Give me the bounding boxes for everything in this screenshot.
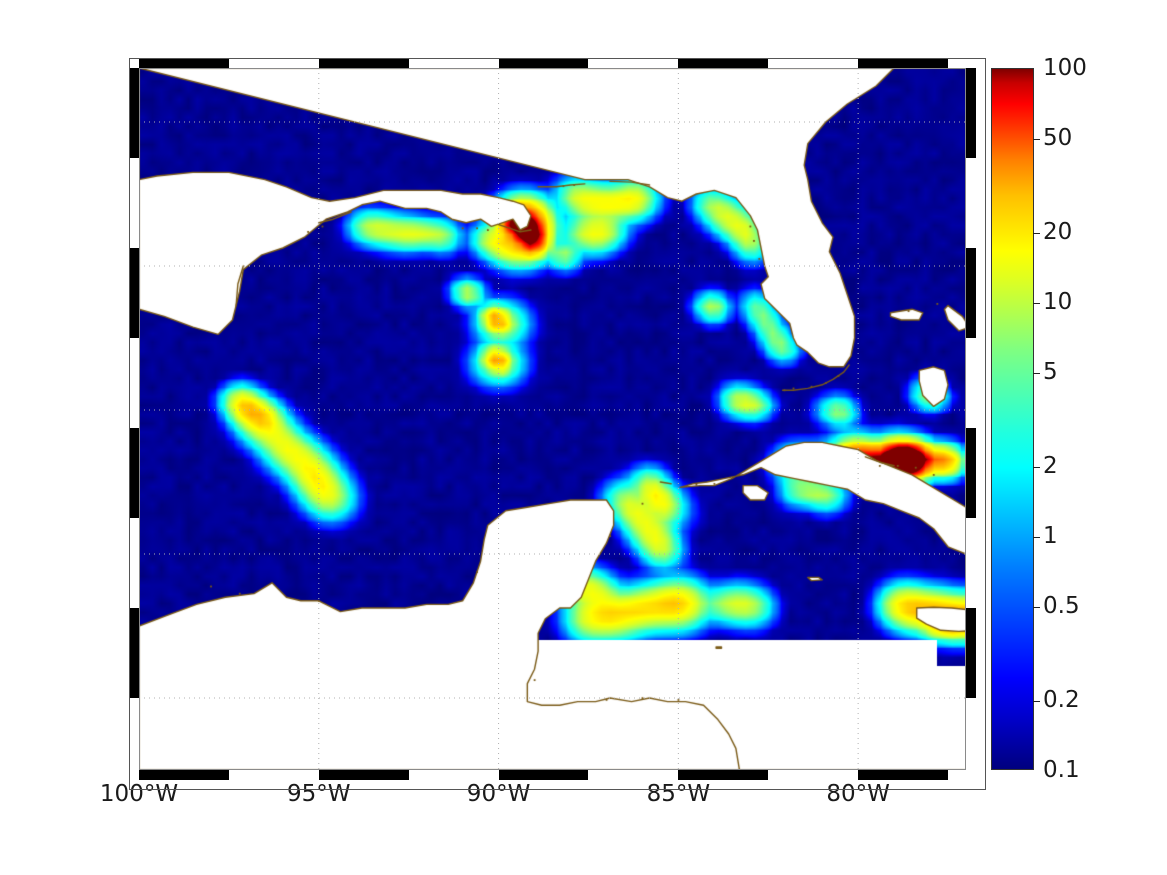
frame-segment — [858, 770, 949, 780]
frame-segment — [129, 698, 139, 770]
frame-segment — [966, 158, 976, 248]
frame-segment — [588, 770, 679, 780]
frame-segment — [966, 608, 976, 698]
frame-segment — [768, 58, 859, 68]
colorbar-tick-label: 10 — [1043, 289, 1073, 315]
frame-segment — [948, 770, 966, 780]
x-tick-label: 95°W — [287, 781, 351, 807]
frame-segment — [139, 770, 229, 780]
colorbar-tick-mark — [1033, 537, 1040, 538]
frame-segment — [498, 58, 589, 68]
frame-segment — [966, 428, 976, 518]
frame-segment — [858, 58, 949, 68]
frame-segment — [318, 58, 409, 68]
frame-segment — [139, 58, 229, 68]
map-plot-area[interactable] — [139, 68, 966, 770]
colorbar-tick-mark — [1033, 466, 1040, 468]
colorbar-tick-label: 0.2 — [1043, 686, 1080, 713]
frame-segment — [129, 158, 139, 248]
frame-segment — [966, 518, 976, 608]
frame-segment — [966, 338, 976, 428]
colorbar-tick-mark — [1033, 607, 1040, 609]
colorbar-tick-mark — [1033, 232, 1040, 234]
axis-frame-top — [139, 58, 966, 68]
axis-frame-left — [129, 68, 139, 770]
colorbar-tick-mark — [1033, 139, 1040, 141]
axis-frame-right — [966, 68, 976, 770]
frame-segment — [678, 58, 769, 68]
colorbar-tick-label: 20 — [1043, 218, 1073, 245]
colorbar-tick-label: 5 — [1043, 359, 1058, 386]
colorbar-tick-mark — [1033, 700, 1040, 702]
frame-segment — [768, 770, 859, 780]
x-tick-label: 85°W — [646, 781, 711, 807]
frame-segment — [966, 68, 976, 158]
colorbar-tick-label: 0.1 — [1043, 757, 1080, 783]
frame-segment — [408, 58, 499, 68]
frame-segment — [966, 248, 976, 338]
frame-segment — [408, 770, 499, 780]
colorbar-tick-label: 100 — [1043, 55, 1087, 81]
frame-segment — [228, 58, 319, 68]
frame-segment — [588, 58, 679, 68]
colorbar-tick-mark — [1033, 303, 1040, 304]
colorbar-gradient — [992, 69, 1033, 769]
x-tick-label: 100°W — [99, 781, 179, 807]
frame-segment — [129, 608, 139, 698]
frame-segment — [129, 248, 139, 338]
frame-segment — [498, 770, 589, 780]
colorbar[interactable] — [991, 68, 1040, 770]
colorbar-tick-label: 1 — [1043, 523, 1058, 549]
frame-segment — [129, 68, 139, 158]
frame-segment — [129, 338, 139, 428]
frame-segment — [678, 770, 769, 780]
axis-frame-bottom — [139, 770, 966, 780]
frame-segment — [129, 428, 139, 518]
frame-segment — [966, 698, 976, 770]
colorbar-tick-label: 2 — [1043, 452, 1058, 479]
colorbar-tick-label: 0.5 — [1043, 593, 1080, 620]
colorbar-tick-label: 50 — [1043, 125, 1073, 152]
geospatial-heatmap — [139, 68, 966, 770]
x-tick-label: 90°W — [466, 781, 531, 807]
colorbar-tick-mark — [1033, 373, 1040, 375]
x-tick-label: 80°W — [826, 781, 890, 807]
frame-segment — [228, 770, 319, 780]
frame-segment — [948, 58, 966, 68]
frame-segment — [318, 770, 409, 780]
frame-segment — [129, 518, 139, 608]
